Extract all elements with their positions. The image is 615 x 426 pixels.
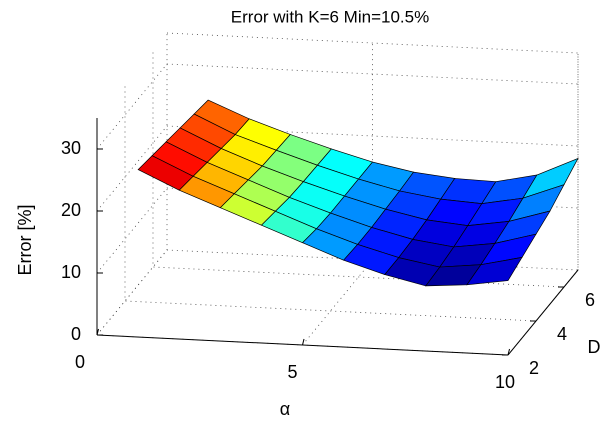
- surface-cell: [466, 256, 523, 286]
- grid-line: [96, 33, 168, 336]
- y-axis-label: D: [588, 337, 601, 357]
- grid-line: [96, 125, 579, 212]
- y-tick-label: 4: [557, 324, 567, 344]
- x-tick-label: 0: [75, 352, 85, 372]
- x-axis-label: α: [280, 399, 290, 419]
- grid-line: [96, 187, 579, 274]
- y-tick-label: 2: [529, 358, 539, 378]
- grid-line: [96, 249, 579, 336]
- y-axis: [507, 269, 579, 356]
- z-tick-label: 10: [61, 262, 81, 282]
- z-tick-label: 20: [61, 200, 81, 220]
- x-tick: [96, 328, 99, 336]
- x-tick-label: 10: [495, 372, 515, 392]
- grid-line: [96, 63, 579, 150]
- y-tick-label: 6: [585, 290, 595, 310]
- chart-title: Error with K=6 Min=10.5%: [231, 7, 429, 26]
- z-axis-label: Error [%]: [15, 204, 35, 275]
- x-tick: [507, 348, 510, 356]
- x-tick: [302, 338, 305, 346]
- z-tick-label: 30: [61, 138, 81, 158]
- x-tick-label: 5: [287, 362, 297, 382]
- z-tick-label: 0: [71, 324, 81, 344]
